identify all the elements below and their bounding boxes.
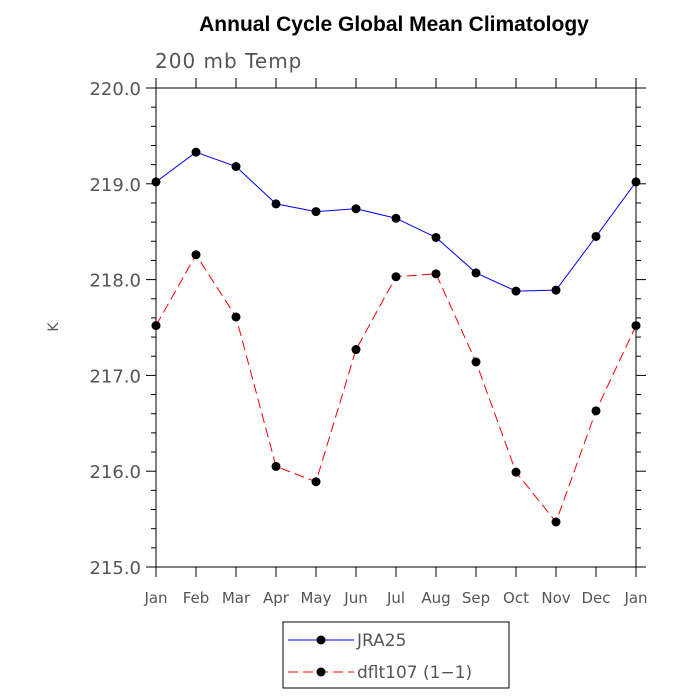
- legend-marker-2: [316, 667, 326, 677]
- series-2-point: [271, 461, 281, 471]
- x-tick-label: Mar: [222, 589, 251, 607]
- series-2-point: [551, 517, 561, 527]
- series-2-point: [591, 406, 601, 416]
- series-2-point: [151, 321, 161, 331]
- x-tick-label: Feb: [183, 589, 210, 607]
- legend-marker-1: [316, 635, 326, 645]
- series-1-point: [431, 232, 441, 242]
- y-axis-label: K: [46, 322, 62, 332]
- series-1-point: [631, 177, 641, 187]
- y-tick-label: 217.0: [89, 366, 141, 387]
- series-2-point: [511, 467, 521, 477]
- x-tick-label: May: [300, 589, 331, 607]
- legend-label-2: dflt107 (1−1): [357, 663, 472, 683]
- series-1-point: [551, 285, 561, 295]
- series-1-point: [271, 199, 281, 209]
- series-2-point: [391, 272, 401, 282]
- x-tick-label: Nov: [541, 589, 570, 607]
- x-tick-label: Oct: [503, 589, 529, 607]
- series-2-point: [191, 250, 201, 260]
- series-1-point: [391, 213, 401, 223]
- series-2-point: [431, 269, 441, 279]
- series-2-point: [231, 312, 241, 322]
- series-1-point: [151, 177, 161, 187]
- legend-box: [282, 621, 510, 689]
- legend: JRA25 dflt107 (1−1): [282, 621, 510, 689]
- series-1-point: [191, 147, 201, 157]
- x-tick-label: Aug: [421, 589, 450, 607]
- x-tick-label: Jul: [386, 589, 405, 607]
- plot-frame: [155, 87, 637, 568]
- x-tick-label: Jan: [623, 589, 647, 607]
- series-2-point: [311, 477, 321, 487]
- x-tick-label: Jan: [143, 589, 167, 607]
- series-2-point: [471, 357, 481, 367]
- y-tick-label: 215.0: [89, 558, 141, 579]
- x-tick-label: Dec: [581, 589, 610, 607]
- series-1-point: [591, 231, 601, 241]
- legend-label-1: JRA25: [356, 631, 406, 651]
- plot-area: 215.0 216.0 217.0 218.0 219.0 220.0 Jan Feb Mar A…: [89, 78, 648, 607]
- chart-title: Annual Cycle Global Mean Climatology: [199, 13, 589, 36]
- y-tick-label: 219.0: [89, 175, 141, 196]
- series-1-point: [311, 207, 321, 217]
- chart-subtitle: 200 mb Temp: [155, 49, 302, 73]
- y-tick-label: 220.0: [89, 79, 141, 100]
- x-tick-label: Apr: [263, 589, 290, 607]
- series-1-point: [231, 162, 241, 172]
- x-tick-label: Sep: [462, 589, 490, 607]
- series-2-point: [631, 321, 641, 331]
- series-1-point: [471, 268, 481, 278]
- y-tick-label: 218.0: [89, 271, 141, 292]
- x-tick-label: Jun: [343, 589, 367, 607]
- series-2-point: [351, 345, 361, 355]
- y-tick-label: 216.0: [89, 462, 141, 483]
- series-line-2: [155, 253, 637, 523]
- series-1-point: [351, 204, 361, 214]
- series-1-point: [511, 286, 521, 296]
